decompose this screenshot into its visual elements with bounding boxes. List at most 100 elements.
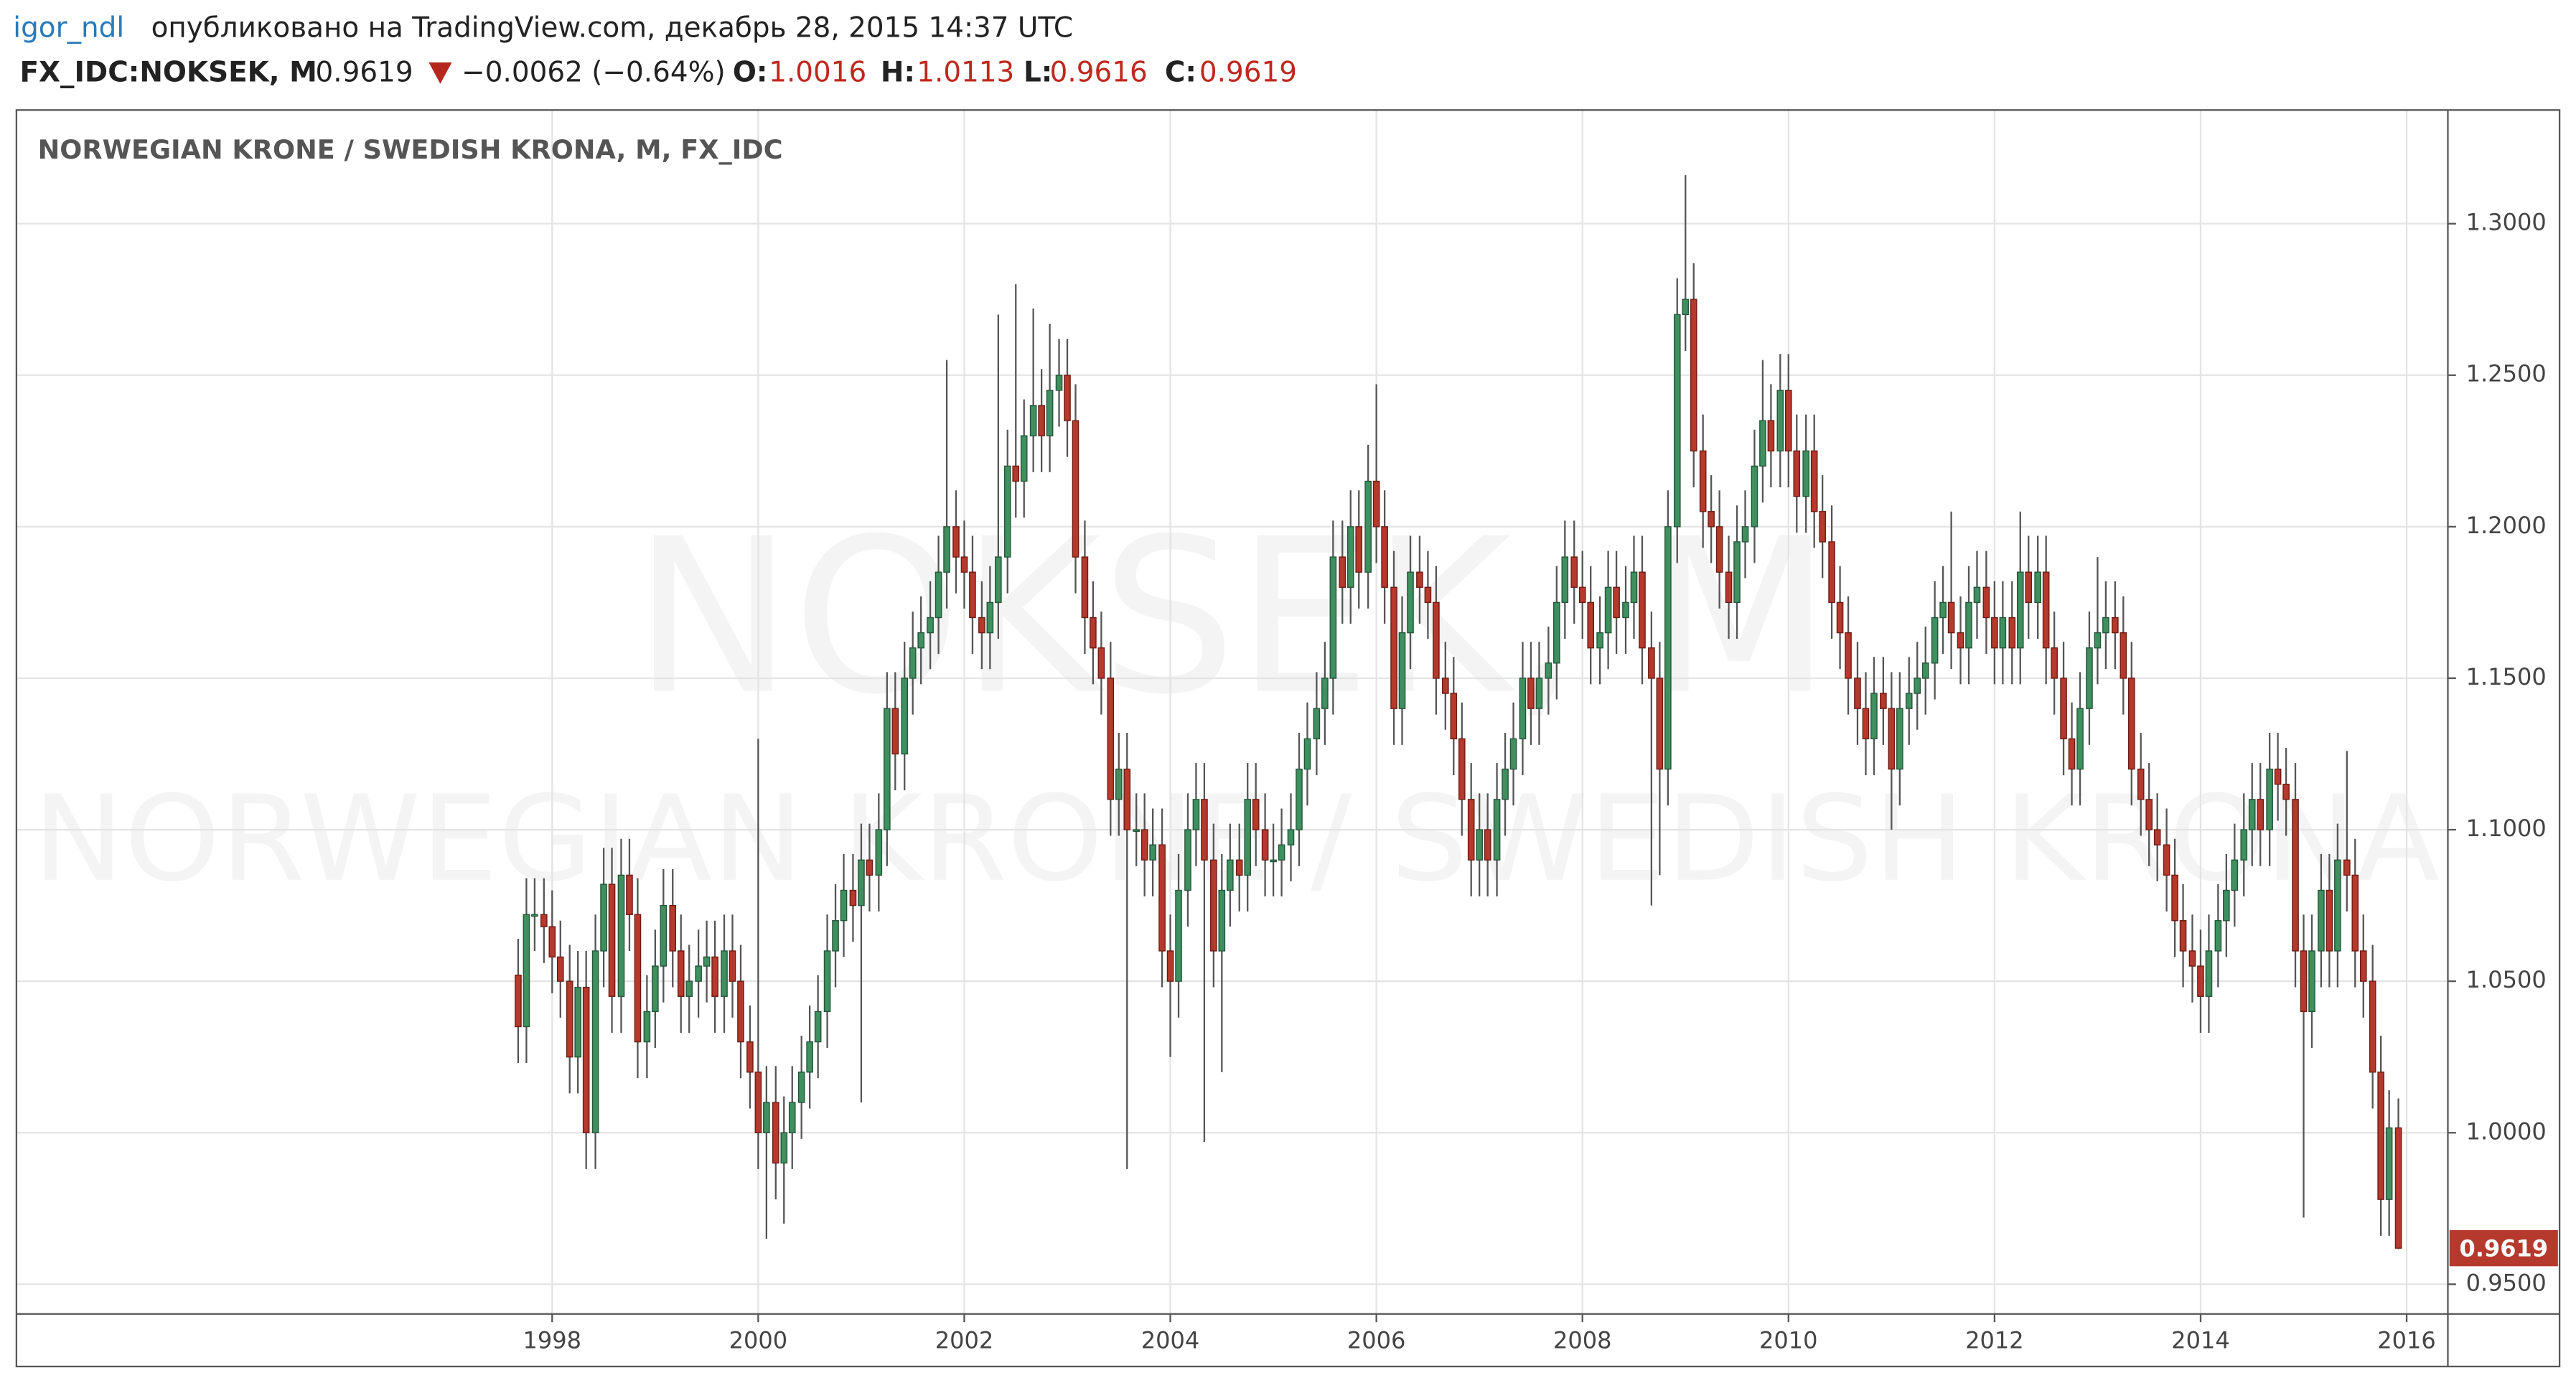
candle-body [891,708,899,755]
watermark: NORWEGIAN KRONE / SWEDISH KRONA [33,770,2440,908]
candle-body [1398,632,1406,709]
candle-body [626,874,633,915]
candle-body [2231,859,2239,891]
candle-body [1509,738,1517,770]
candle-body [1810,450,1818,512]
candle-body [1372,480,1380,528]
candle-body [1252,799,1260,830]
candle-body [1184,829,1191,891]
candle-body [1218,889,1226,952]
x-tick-label: 2000 [729,1327,788,1354]
candle-body [1999,617,2007,649]
x-tick-label: 2006 [1347,1327,1406,1354]
candle-body [1596,632,1603,649]
candle-body [1381,526,1388,588]
candle-body [591,950,599,1133]
candle-body [1784,390,1792,451]
candle-body [2343,859,2351,876]
candle-body [2188,950,2196,967]
candle-body [608,883,616,997]
candle-body [788,1102,796,1133]
watermark: NOKSEK, M [633,493,1832,741]
candle-body [2025,571,2033,604]
candle-body [1244,799,1252,876]
candle-body [2205,950,2213,997]
candle-body [566,980,573,1058]
candle-body [797,1072,805,1103]
candle-body [1896,708,1903,770]
candle-body [2359,950,2367,982]
candle-body [2266,768,2273,830]
candle-body [531,914,538,917]
candle-body [2300,950,2308,1013]
candle-body [2051,647,2058,679]
candle-body [574,986,581,1058]
candle-body [669,904,677,952]
y-tick-label: 1.0000 [2466,1117,2547,1145]
candle-body [1982,586,1990,619]
candle-body [1682,299,1690,316]
candle-body [677,950,685,997]
candle-body [1346,526,1354,588]
candle-body [1939,601,1947,619]
candle-body [2127,678,2135,770]
candle-body [1278,844,1285,861]
candle-body [952,526,960,558]
close-value: 0.9619 [1199,56,1297,88]
candle-body [1158,844,1166,952]
x-tick-label: 2004 [1141,1327,1200,1354]
candle-body [2240,829,2248,861]
candle-body [1561,556,1569,604]
candle-body [1296,768,1303,830]
last-price: 0.9619 [315,56,413,88]
candle-body [1587,601,1595,649]
candle-body [1604,586,1612,634]
y-tick-label: 1.2000 [2466,512,2547,539]
candle-body [1364,480,1372,573]
candle-body [1097,647,1105,679]
candle-body [1424,586,1432,604]
candle-body [1673,314,1681,528]
candle-body [2248,799,2256,830]
candle-body [2086,647,2093,709]
candle-body [1870,693,1878,740]
candle-body [1699,450,1707,512]
open-value: 1.0016 [769,56,866,88]
candle-body [1467,799,1475,861]
candle-body [1802,450,1810,497]
candle-body [556,956,564,982]
candle-body [995,556,1002,604]
candle-body [1458,738,1466,800]
candle-body [1845,632,1852,679]
candle-body [1484,829,1491,861]
y-tick-label: 1.3000 [2466,209,2547,236]
candle-body [1107,678,1115,800]
candle-body [1957,632,1964,649]
high-label: H: [881,56,915,88]
candle-body [1090,617,1097,649]
candle-body [1226,859,1234,891]
candle-body [1081,556,1089,619]
candle-body [2282,784,2290,800]
candle-body [1339,556,1346,588]
candle-body [2163,844,2170,876]
candle-body [1450,693,1458,740]
candle-body [1741,526,1749,543]
candle-body [1123,768,1131,830]
candle-body [2351,874,2359,952]
candle-body [772,1102,779,1164]
candle-body [711,956,718,997]
down-arrow [428,62,452,84]
candle-body [754,1072,762,1133]
candle-body [1235,859,1243,876]
candle-body [1570,556,1578,588]
candle-body [969,571,976,619]
candle-body [806,1041,813,1073]
candle-body [858,859,865,906]
candle-body [1622,601,1629,619]
candle-body [1828,541,1835,604]
candle-body [1715,526,1723,573]
candle-body [1733,541,1741,604]
author[interactable]: igor_ndl [13,12,124,44]
candle-body [1793,450,1801,497]
